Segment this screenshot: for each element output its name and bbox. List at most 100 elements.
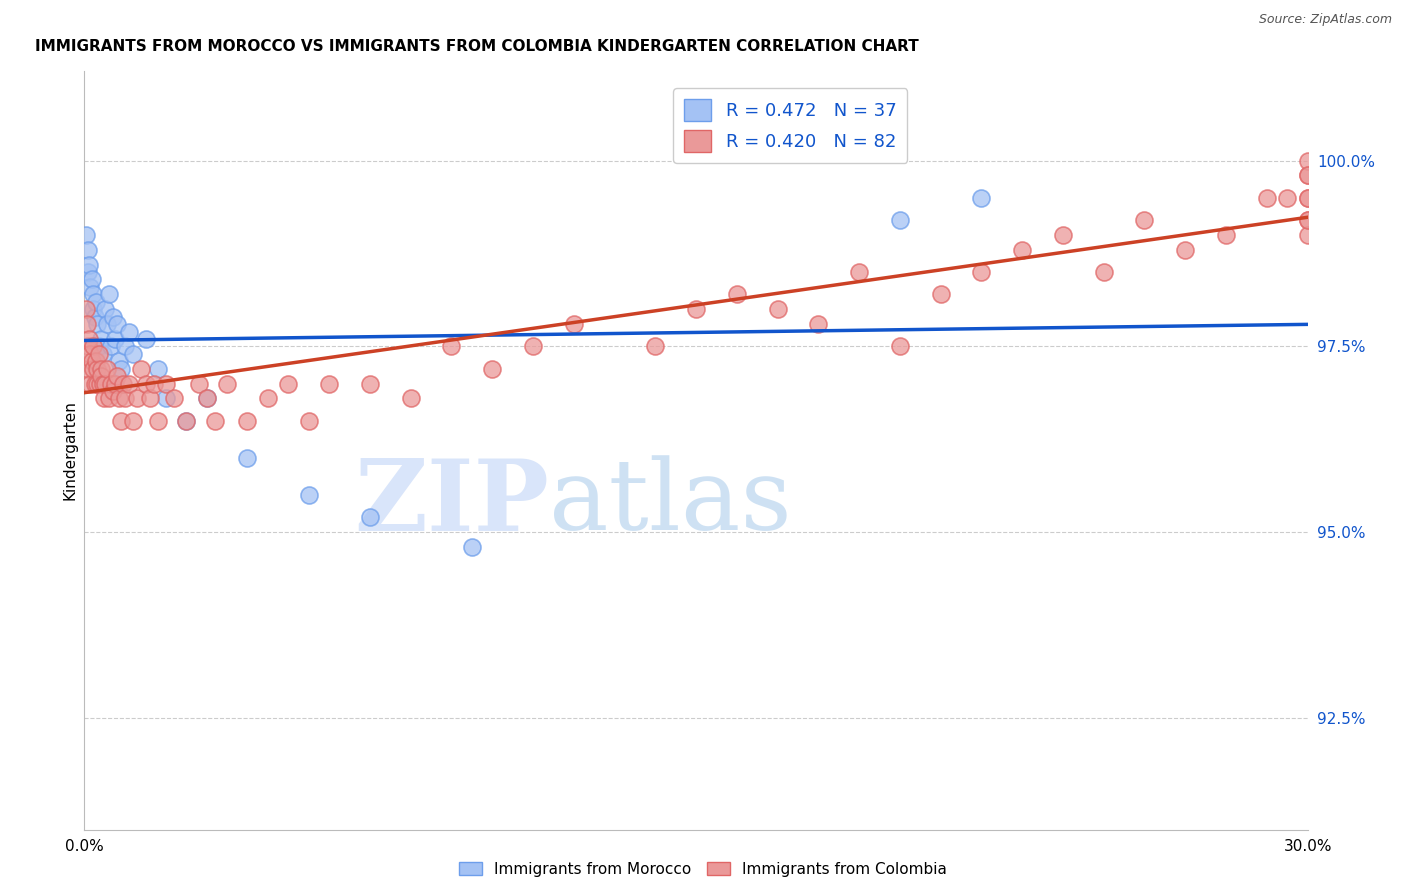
Point <box>766 302 789 317</box>
Point <box>75 227 97 242</box>
Point <box>86 361 108 376</box>
Point <box>1296 169 1319 183</box>
Point <box>77 265 100 279</box>
Point <box>204 414 226 428</box>
Point <box>104 332 127 346</box>
Legend: Immigrants from Morocco, Immigrants from Colombia: Immigrants from Morocco, Immigrants from… <box>451 854 955 884</box>
Point <box>135 332 157 346</box>
Point <box>1174 243 1197 257</box>
Point <box>1296 227 1319 242</box>
Point <box>77 332 100 346</box>
Y-axis label: Kindergarten: Kindergarten <box>62 401 77 500</box>
Point <box>1296 213 1319 227</box>
Point <box>75 302 97 317</box>
Point <box>112 376 135 391</box>
Point <box>118 376 141 391</box>
Point <box>76 243 98 257</box>
Point <box>257 392 280 406</box>
Point <box>277 376 299 391</box>
Point <box>80 354 103 368</box>
Point <box>236 414 259 428</box>
Point <box>87 339 110 353</box>
Point <box>807 317 830 331</box>
Point <box>644 339 666 353</box>
Point <box>359 376 381 391</box>
Point <box>118 325 141 339</box>
Point <box>889 213 911 227</box>
Point <box>725 287 748 301</box>
Point <box>1296 191 1319 205</box>
Point <box>195 392 218 406</box>
Legend: R = 0.472   N = 37, R = 0.420   N = 82: R = 0.472 N = 37, R = 0.420 N = 82 <box>673 88 907 162</box>
Point <box>114 339 136 353</box>
Point <box>104 376 127 391</box>
Point <box>100 339 122 353</box>
Point <box>889 339 911 353</box>
Point <box>93 376 115 391</box>
Point <box>96 361 118 376</box>
Point <box>86 376 108 391</box>
Point <box>929 287 952 301</box>
Point <box>97 287 120 301</box>
Point <box>138 392 160 406</box>
Point <box>93 392 115 406</box>
Point <box>848 265 870 279</box>
Point <box>76 339 98 353</box>
Point <box>217 376 239 391</box>
Point <box>195 392 218 406</box>
Point <box>359 510 381 524</box>
Point <box>131 361 153 376</box>
Point <box>318 376 340 391</box>
Point <box>114 392 136 406</box>
Point <box>108 354 131 368</box>
Point <box>87 347 110 361</box>
Point <box>298 488 321 502</box>
Point <box>82 302 104 317</box>
Point <box>1133 213 1156 227</box>
Point <box>1256 191 1278 205</box>
Point <box>76 317 98 331</box>
Point <box>461 540 484 554</box>
Point <box>142 376 165 391</box>
Point <box>481 361 503 376</box>
Point <box>110 414 132 428</box>
Point <box>562 317 585 331</box>
Point <box>163 392 186 406</box>
Point <box>685 302 707 317</box>
Point <box>1011 243 1033 257</box>
Point <box>1277 191 1299 205</box>
Point <box>90 361 112 376</box>
Point <box>83 376 105 391</box>
Point <box>127 392 149 406</box>
Point <box>1296 169 1319 183</box>
Point <box>97 392 120 406</box>
Point <box>91 376 114 391</box>
Point <box>89 376 111 391</box>
Point <box>399 392 422 406</box>
Point <box>83 310 105 324</box>
Point <box>90 332 112 346</box>
Point <box>970 265 993 279</box>
Point <box>174 414 197 428</box>
Point <box>77 361 100 376</box>
Point <box>1052 227 1074 242</box>
Point <box>522 339 544 353</box>
Point <box>79 376 101 391</box>
Point <box>155 392 177 406</box>
Point <box>122 347 145 361</box>
Text: IMMIGRANTS FROM MOROCCO VS IMMIGRANTS FROM COLOMBIA KINDERGARTEN CORRELATION CHA: IMMIGRANTS FROM MOROCCO VS IMMIGRANTS FR… <box>35 38 920 54</box>
Text: ZIP: ZIP <box>354 455 550 552</box>
Point <box>187 376 209 391</box>
Point <box>1296 153 1319 168</box>
Point <box>96 317 118 331</box>
Text: atlas: atlas <box>550 456 792 551</box>
Point <box>236 450 259 465</box>
Point <box>146 414 169 428</box>
Point <box>105 317 128 331</box>
Point <box>82 339 104 353</box>
Point <box>1296 191 1319 205</box>
Point <box>1296 213 1319 227</box>
Point <box>101 310 124 324</box>
Point <box>100 376 122 391</box>
Text: Source: ZipAtlas.com: Source: ZipAtlas.com <box>1258 13 1392 27</box>
